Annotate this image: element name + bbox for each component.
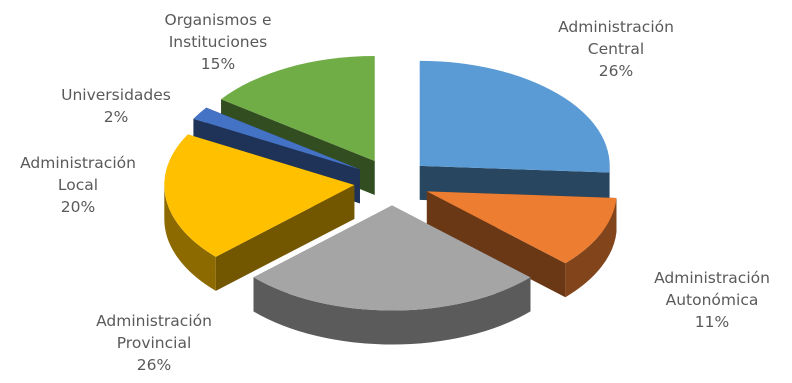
slice-label-1: Administración Autonómica 11% [654, 269, 770, 331]
slice-1 [426, 191, 617, 264]
slice-name-line-1-0: Administración [654, 269, 770, 287]
slice-name-line-0-0: Administración [558, 18, 674, 36]
pie-top-layer [164, 56, 617, 311]
slice-name-line-3-0: Administración [20, 154, 136, 172]
slice-percent-3: 20% [61, 198, 95, 216]
slice-label-0: Administración Central 26% [558, 18, 674, 80]
slice-4 [193, 107, 360, 170]
slice-wall-1-1 [426, 191, 566, 298]
slice-wall-3-0 [215, 184, 355, 291]
slice-3 [164, 134, 355, 257]
slice-label-2: Administración Provincial 26% [96, 312, 212, 374]
slice-name-line-5-0: Organismos e [165, 11, 272, 29]
slice-rim-2-0 [253, 277, 531, 345]
slice-percent-1: 11% [695, 313, 729, 331]
slice-name-line-2-1: Provincial [117, 334, 192, 352]
slice-name-line-3-1: Local [58, 176, 98, 194]
slice-rim-3-0 [164, 184, 216, 291]
slice-percent-2: 26% [137, 356, 171, 374]
slice-name-line-4-0: Universidades [61, 86, 171, 104]
slice-0 [419, 60, 610, 173]
slice-label-4: Universidades 2% [61, 86, 171, 126]
slice-percent-0: 26% [599, 62, 633, 80]
slice-2 [253, 205, 531, 311]
slice-name-line-5-1: Instituciones [169, 33, 268, 51]
slice-percent-4: 2% [104, 108, 129, 126]
slice-rim-1-0 [565, 197, 617, 298]
slice-label-3: Administración Local 20% [20, 154, 136, 216]
slice-label-5: Organismos e Instituciones 15% [165, 11, 272, 73]
slice-name-line-1-1: Autonómica [666, 291, 759, 309]
slice-percent-5: 15% [201, 55, 235, 73]
slice-5 [221, 56, 375, 162]
slice-name-line-2-0: Administración [96, 312, 212, 330]
pie-labels-layer: Administración Central 26% Administración Au… [20, 11, 770, 374]
slice-name-line-0-1: Central [588, 40, 644, 58]
